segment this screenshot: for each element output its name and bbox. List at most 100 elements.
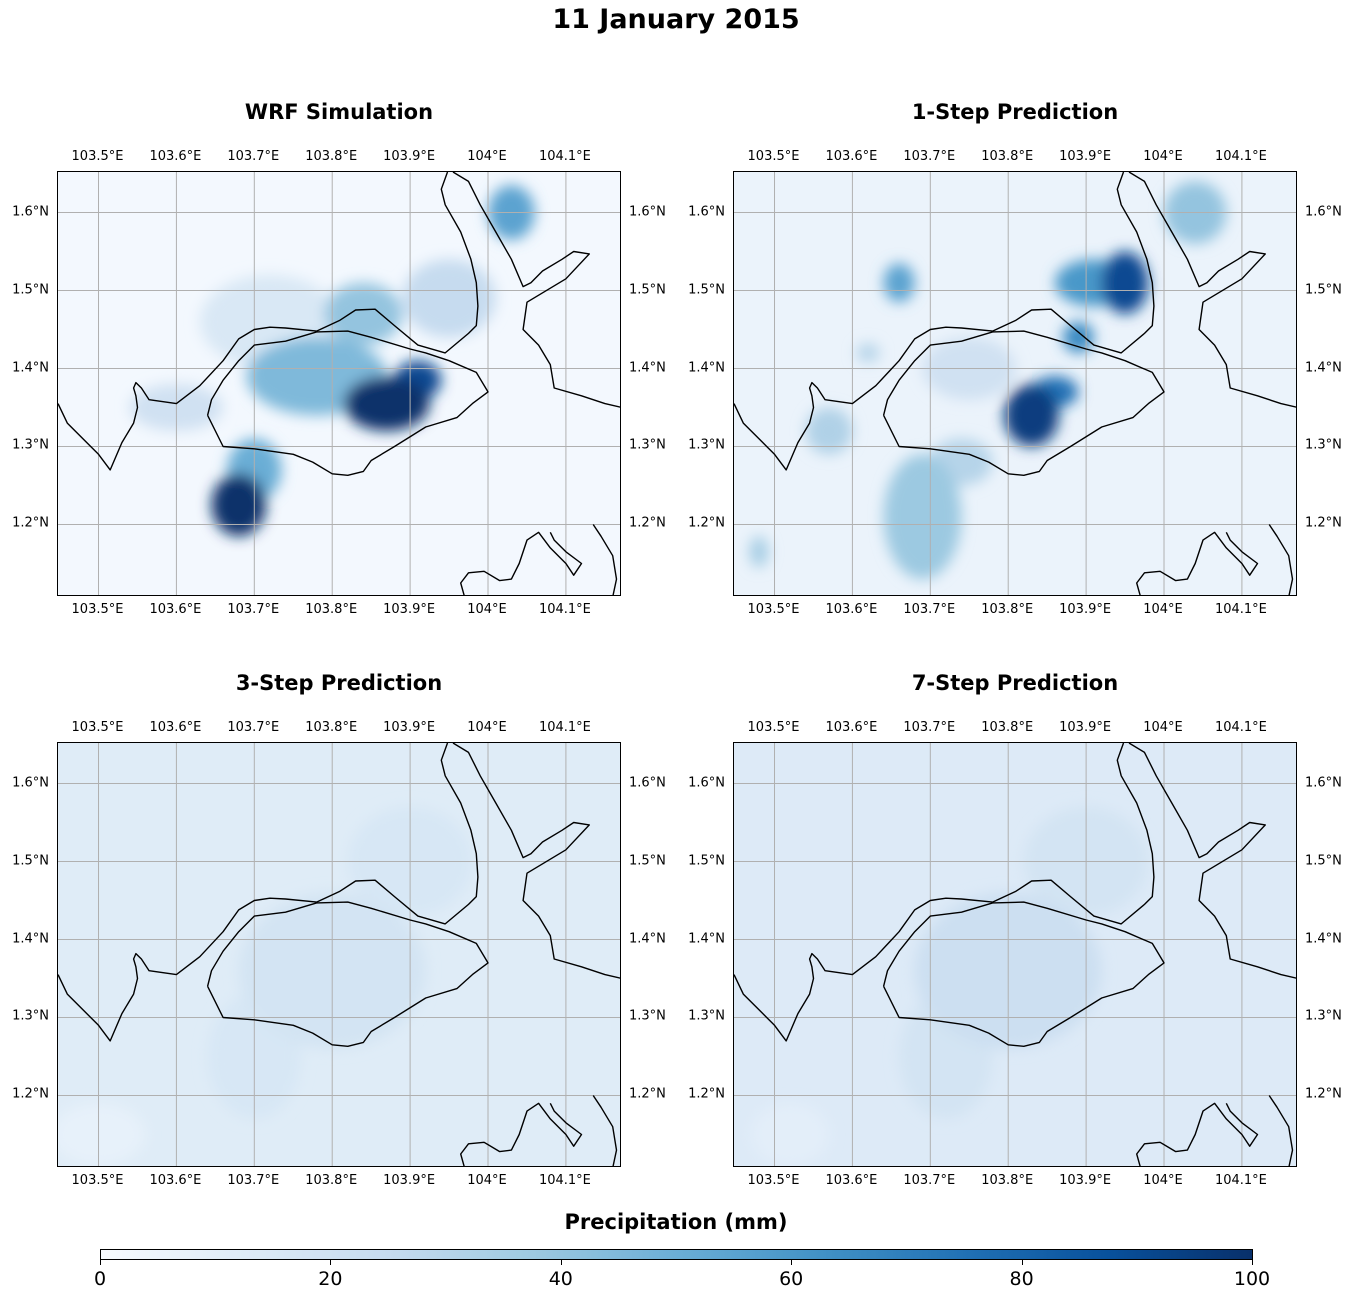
map-axes (733, 171, 1297, 596)
lon-tick-label: 104°E (1143, 602, 1183, 617)
lon-tick-label: 103.7°E (227, 149, 280, 164)
lon-tick-label: 104°E (467, 149, 507, 164)
lon-tick-label: 104.1°E (1214, 1173, 1267, 1188)
precip-cell (402, 259, 496, 338)
lon-tick-label: 103.7°E (903, 602, 956, 617)
lon-tick-label: 104.1°E (1214, 720, 1267, 735)
lat-tick-label: 1.4°N (629, 931, 666, 946)
coastline-johor (734, 172, 1155, 471)
lon-tick-label: 103.6°E (825, 720, 878, 735)
precip-cell (1004, 384, 1059, 447)
lon-tick-label: 103.5°E (747, 1173, 800, 1188)
colorbar-tick-label: 40 (548, 1268, 573, 1290)
lat-tick-label: 1.6°N (629, 775, 666, 791)
lat-tick-label: 1.6°N (688, 775, 725, 791)
lat-tick-label: 1.3°N (1305, 1008, 1342, 1024)
coastline-batam (1136, 531, 1259, 595)
lat-tick-label: 1.6°N (12, 775, 49, 791)
colorbar-tick-label: 80 (1009, 1268, 1034, 1290)
lon-tick-label: 104°E (1143, 149, 1183, 164)
precip-cell (856, 343, 880, 363)
colorbar-tick (330, 1260, 332, 1265)
lat-tick-label: 1.6°N (1305, 204, 1342, 220)
lon-tick-label: 103.9°E (1059, 149, 1112, 164)
lon-tick-label: 103.9°E (1059, 720, 1112, 735)
lat-tick-label: 1.4°N (12, 360, 49, 375)
coastline-batam (1136, 1102, 1259, 1166)
lat-tick-label: 1.5°N (1305, 853, 1342, 869)
coastline-singapore (882, 330, 1165, 476)
coastline-batam (460, 531, 583, 595)
lon-tick-label: 103.7°E (227, 1173, 280, 1188)
lat-tick-label: 1.6°N (12, 204, 49, 220)
lat-tick-label: 1.3°N (12, 1008, 49, 1024)
coastline-johor (58, 172, 479, 471)
precip-cell (749, 536, 769, 568)
lat-tick-label: 1.2°N (688, 515, 725, 531)
precip-cell (343, 376, 430, 431)
lat-tick-label: 1.5°N (12, 282, 49, 298)
lon-tick-label: 103.5°E (71, 1173, 124, 1188)
colorbar-tick-label: 100 (1233, 1268, 1271, 1290)
lon-tick-label: 103.8°E (981, 1173, 1034, 1188)
precip-cell (805, 407, 853, 455)
lat-tick-label: 1.3°N (629, 1008, 666, 1024)
coastline-johor (58, 743, 479, 1042)
lat-tick-label: 1.5°N (1305, 282, 1342, 298)
lon-tick-label: 104°E (467, 1173, 507, 1188)
coastline-bintan (1268, 1095, 1294, 1166)
lon-tick-label: 103.6°E (149, 1173, 202, 1188)
colorbar-tick (1021, 1260, 1023, 1265)
coastline-singapore (882, 901, 1165, 1047)
panel-title: 1-Step Prediction (911, 100, 1119, 124)
lat-tick-label: 1.4°N (688, 931, 725, 946)
lat-tick-label: 1.2°N (629, 1086, 666, 1102)
coastline-bintan (1268, 524, 1294, 595)
panel-title: WRF Simulation (244, 100, 434, 124)
coastline-johor_east (452, 743, 620, 979)
lon-tick-label: 104°E (467, 602, 507, 617)
lon-tick-label: 104.1°E (538, 1173, 591, 1188)
lat-tick-label: 1.6°N (629, 204, 666, 220)
coastline-johor_east (452, 172, 620, 408)
lon-tick-label: 104.1°E (538, 720, 591, 735)
lon-tick-label: 103.9°E (383, 602, 436, 617)
lon-tick-label: 103.7°E (903, 1173, 956, 1188)
lat-tick-label: 1.3°N (688, 1008, 725, 1024)
colorbar-tick (791, 1260, 793, 1265)
lon-tick-label: 103.5°E (71, 149, 124, 164)
lon-tick-label: 103.8°E (305, 602, 358, 617)
lon-tick-label: 103.9°E (1059, 1173, 1112, 1188)
lon-tick-label: 103.6°E (149, 149, 202, 164)
precip-cell (1101, 251, 1149, 314)
lon-tick-label: 104.1°E (538, 602, 591, 617)
lon-tick-label: 103.7°E (227, 602, 280, 617)
precip-map (734, 743, 1296, 1166)
lat-tick-label: 1.3°N (12, 437, 49, 453)
lat-tick-label: 1.3°N (688, 437, 725, 453)
lon-tick-label: 104°E (1143, 720, 1183, 735)
lat-tick-label: 1.6°N (688, 204, 725, 220)
colorbar-tick-label: 20 (318, 1268, 343, 1290)
lon-tick-label: 103.5°E (71, 602, 124, 617)
lat-tick-label: 1.2°N (1305, 515, 1342, 531)
lon-tick-label: 103.7°E (903, 149, 956, 164)
lon-tick-label: 104.1°E (1214, 149, 1267, 164)
lon-tick-label: 103.8°E (981, 602, 1034, 617)
lon-tick-label: 103.5°E (747, 149, 800, 164)
coastline-bintan (592, 1095, 618, 1166)
lon-tick-label: 103.6°E (149, 602, 202, 617)
lon-tick-label: 103.8°E (981, 149, 1034, 164)
colorbar-tick (1252, 1260, 1253, 1265)
coastline-singapore (206, 901, 489, 1047)
coastline-johor_east (1128, 743, 1296, 979)
lon-tick-label: 103.5°E (747, 720, 800, 735)
precip-map (58, 743, 620, 1166)
lat-tick-label: 1.4°N (629, 360, 666, 375)
coastline-bintan (592, 524, 618, 595)
lat-tick-label: 1.4°N (12, 931, 49, 946)
lon-tick-label: 103.8°E (981, 720, 1034, 735)
lat-tick-label: 1.2°N (12, 515, 49, 531)
lat-tick-label: 1.3°N (629, 437, 666, 453)
lon-tick-label: 104°E (467, 720, 507, 735)
